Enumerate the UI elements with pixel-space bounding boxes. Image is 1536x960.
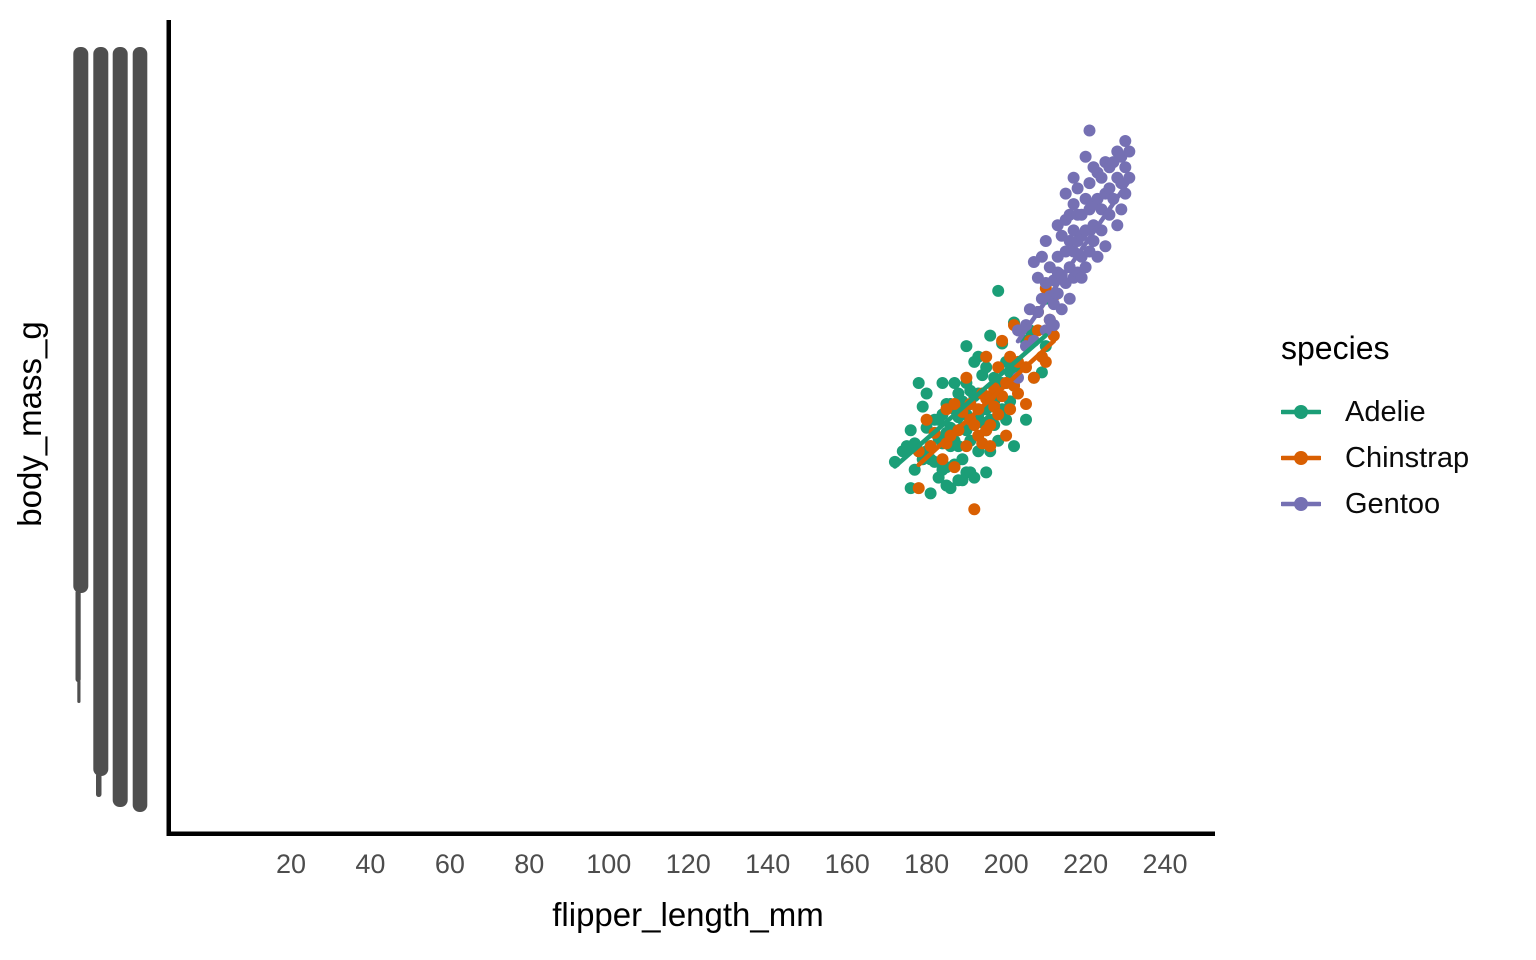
adelie-line-point-key-icon (1281, 405, 1321, 419)
gentoo-trend-line (1015, 178, 1132, 344)
x-tick-label-80: 80 (514, 849, 544, 879)
y-label-digit-column-2 (93, 47, 109, 776)
x-tick-label-220: 220 (1063, 849, 1108, 879)
x-tick-label-60: 60 (435, 849, 465, 879)
x-tick-label-180: 180 (904, 849, 949, 879)
gentoo-line-point-key-icon (1281, 497, 1321, 511)
axis-lines (166, 20, 1215, 836)
adelie-trend-line (892, 333, 1049, 469)
y-label-digit-column-tail (75, 590, 81, 682)
y-axis-overplotted-label-bars (73, 47, 148, 812)
legend-label-adelie: Adelie (1345, 395, 1426, 428)
y-label-digit-column-3 (112, 47, 128, 807)
legend-entry-chinstrap: Chinstrap (1281, 435, 1469, 481)
y-axis-line (166, 20, 171, 836)
x-tick-label-20: 20 (276, 849, 306, 879)
x-axis-line (166, 831, 1215, 836)
x-tick-label-40: 40 (355, 849, 385, 879)
legend-title: species (1281, 330, 1390, 366)
legend: species Adelie Chinstrap Gentoo (1281, 328, 1469, 527)
legend-entry-gentoo: Gentoo (1281, 481, 1469, 527)
legend-entry-adelie: Adelie (1281, 389, 1469, 435)
y-label-digit-column-4 (132, 47, 148, 812)
chinstrap-trend-line (916, 338, 1057, 468)
x-tick-label-140: 140 (745, 849, 790, 879)
x-axis-title: flipper_length_mm (552, 896, 824, 933)
x-tick-label-240: 240 (1142, 849, 1187, 879)
gentoo-points (1012, 124, 1136, 384)
chinstrap-line-point-key-icon (1281, 451, 1321, 465)
y-label-digit-column-1 (73, 47, 89, 593)
adelie-points (888, 284, 1052, 500)
y-label-digit-column-tail (77, 680, 81, 703)
x-tick-label-200: 200 (984, 849, 1029, 879)
y-label-digit-column-tail (96, 773, 102, 797)
x-tick-label-100: 100 (586, 849, 631, 879)
legend-label-gentoo: Gentoo (1345, 487, 1441, 520)
x-tick-label-160: 160 (825, 849, 870, 879)
x-tick-label-120: 120 (666, 849, 711, 879)
x-axis-tick-labels: 20 40 60 80 100 120 140 160 180 200 220 240 (276, 849, 1188, 879)
y-axis-title: body_mass_g (11, 321, 48, 527)
legend-label-chinstrap: Chinstrap (1345, 441, 1470, 474)
